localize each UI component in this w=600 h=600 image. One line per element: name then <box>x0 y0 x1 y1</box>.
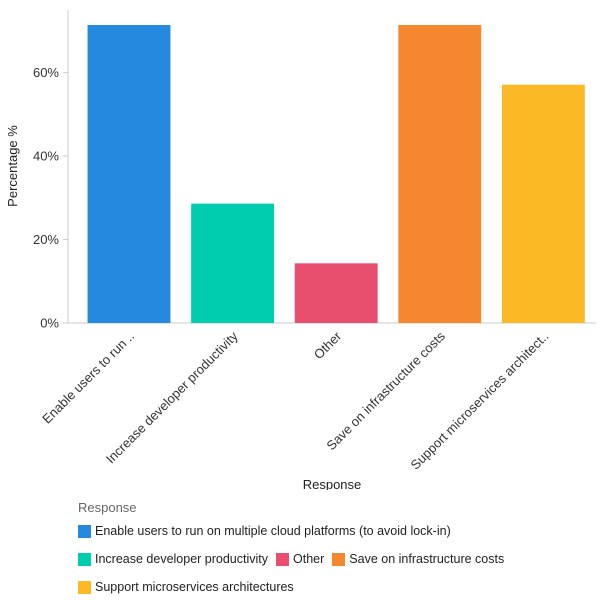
legend-swatch <box>276 552 290 566</box>
x-tick-label: Enable users to run .. <box>39 329 137 427</box>
legend-item[interactable]: Support microservices architectures <box>78 577 294 597</box>
legend-label: Enable users to run on multiple cloud pl… <box>95 524 451 538</box>
bar[interactable] <box>501 84 585 323</box>
bar-chart: 0%20%40%60% Enable users to run ..Increa… <box>5 10 596 490</box>
legend-label: Save on infrastructure costs <box>349 552 505 566</box>
legend-items: Enable users to run on multiple cloud pl… <box>78 521 588 597</box>
y-tick-label: 20% <box>33 232 59 247</box>
legend-label: Other <box>293 552 325 566</box>
legend-swatch <box>332 552 346 566</box>
legend-label: Support microservices architectures <box>95 580 294 594</box>
legend-item[interactable]: Enable users to run on multiple cloud pl… <box>78 521 451 541</box>
legend-swatch <box>78 580 91 594</box>
legend: Response Enable users to run on multiple… <box>78 500 588 597</box>
legend-item[interactable]: Save on infrastructure costs <box>332 549 504 569</box>
bar[interactable] <box>398 25 482 324</box>
legend-title: Response <box>78 500 137 515</box>
y-axis-title: Percentage % <box>5 125 20 207</box>
bar[interactable] <box>87 25 171 324</box>
legend-item[interactable]: Increase developer productivity <box>78 549 268 569</box>
legend-label: Increase developer productivity <box>95 552 269 566</box>
x-tick-label: Other <box>311 328 345 362</box>
legend-item[interactable]: Other <box>276 549 324 569</box>
y-tick-label: 60% <box>33 65 59 80</box>
x-tick-label: Save on infrastructure costs <box>323 328 448 453</box>
y-tick-label: 0% <box>40 316 59 331</box>
bar[interactable] <box>294 263 378 323</box>
legend-swatch <box>78 524 91 538</box>
legend-swatch <box>78 552 91 566</box>
y-tick-label: 40% <box>33 149 59 164</box>
x-axis-title: Response <box>303 477 362 490</box>
bar[interactable] <box>191 203 275 323</box>
